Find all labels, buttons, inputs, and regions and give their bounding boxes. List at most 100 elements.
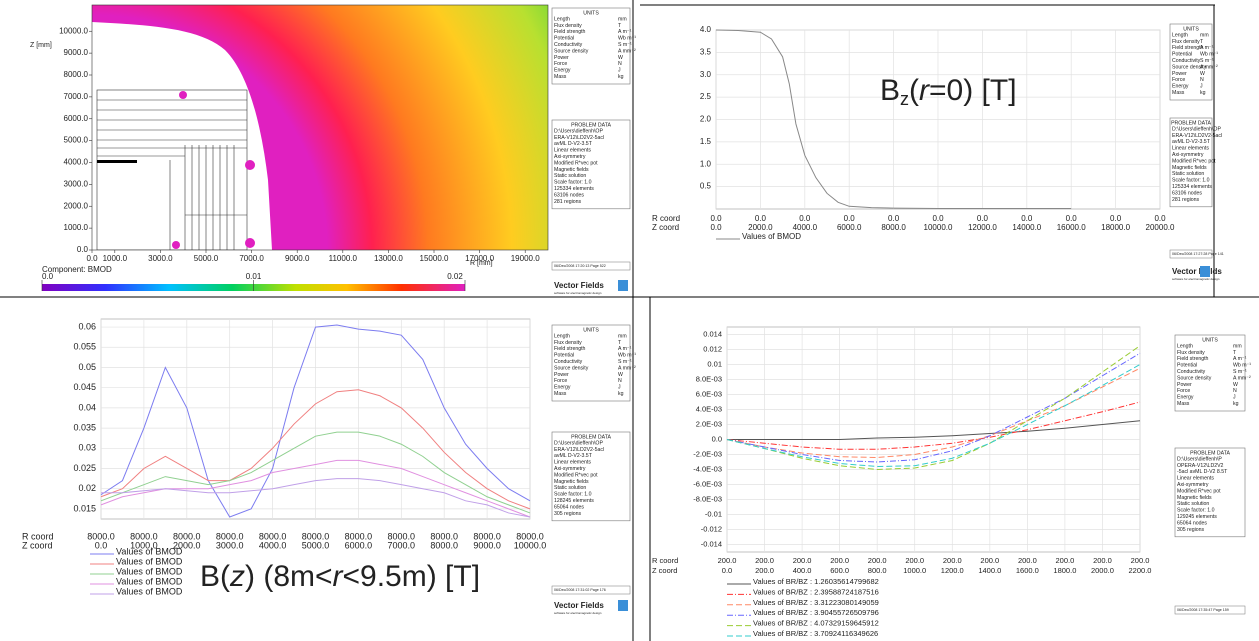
unit-name: Length bbox=[1172, 32, 1188, 38]
r-coord-label: 0.0 bbox=[977, 214, 989, 223]
x-tick-label: 2200.0 bbox=[1129, 566, 1152, 575]
y-tick-label: 9000.0 bbox=[64, 48, 89, 57]
x-tick-label: 4000.0 bbox=[793, 223, 818, 232]
problem-line: 65064 nodes bbox=[554, 504, 584, 510]
problem-title: PROBLEM DATA bbox=[1171, 120, 1211, 126]
y-tick-label: 0.055 bbox=[73, 342, 96, 352]
y-tick-label: 0.04 bbox=[78, 402, 96, 412]
logo-icon bbox=[618, 600, 628, 611]
logo-tagline: software for electromagnetic design bbox=[554, 291, 602, 295]
unit-name: Source density bbox=[554, 365, 589, 371]
unit-value: S m⁻¹ bbox=[1200, 58, 1214, 64]
x-tick-label: 11000.0 bbox=[329, 254, 358, 263]
problem-line: Scale factor: 1.0 bbox=[1177, 508, 1215, 514]
unit-name: Power bbox=[1177, 382, 1192, 388]
problem-line: D:\Users\dieffenh\P bbox=[1177, 456, 1222, 462]
x-tick-label: 400.0 bbox=[793, 566, 812, 575]
y-axis-label: Z [mm] bbox=[30, 42, 52, 49]
unit-value: S m⁻¹ bbox=[1233, 369, 1247, 375]
unit-name: Force bbox=[1177, 388, 1190, 394]
series-line bbox=[726, 401, 1141, 450]
unit-value: W bbox=[618, 55, 623, 61]
y-tick-label: 4.0E-03 bbox=[696, 404, 722, 413]
y-tick-label: 2000.0 bbox=[64, 201, 89, 210]
unit-name: Force bbox=[1172, 77, 1185, 83]
annotation: B(z) (8m<r<9.5m) [T] bbox=[200, 560, 480, 593]
unit-value: mm bbox=[618, 16, 627, 22]
unit-value: J bbox=[618, 385, 621, 391]
x-tick-label: 1200.0 bbox=[941, 566, 964, 575]
unit-name: Field strength bbox=[1172, 45, 1204, 51]
unit-value: S m⁻¹ bbox=[618, 359, 632, 365]
x-tick-label: 12000.0 bbox=[968, 223, 997, 232]
series-line bbox=[100, 389, 531, 510]
y-tick-label: 0.06 bbox=[78, 321, 96, 331]
y-tick-label: 1000.0 bbox=[64, 223, 89, 232]
problem-line: Static solution bbox=[554, 173, 586, 179]
unit-value: kg bbox=[618, 391, 624, 397]
x-tick-label: 6000.0 bbox=[345, 540, 373, 550]
logo-tagline: software for electromagnetic design bbox=[1172, 277, 1220, 281]
problem-line: 129245 elements bbox=[1177, 514, 1217, 520]
problem-line: OPERA-V12\LD2V2 bbox=[1177, 463, 1224, 469]
y-tick-label: -0.01 bbox=[705, 509, 722, 518]
problem-title: PROBLEM DATA bbox=[571, 122, 611, 128]
x-tick-label: 3000.0 bbox=[148, 254, 173, 263]
units-title: UNITS bbox=[1183, 26, 1199, 32]
x-tick-label: 16000.0 bbox=[1057, 223, 1086, 232]
units-title: UNITS bbox=[583, 10, 599, 16]
y-tick-label: 0.03 bbox=[78, 443, 96, 453]
units-box bbox=[551, 7, 631, 85]
footer: 06/Dec/2008 17:27:28 Page 141 bbox=[1172, 252, 1224, 256]
series-line bbox=[726, 364, 1141, 468]
r-coord-label: 8000.0 bbox=[87, 531, 115, 541]
legend-label: Values of BMOD bbox=[116, 566, 183, 576]
unit-value: S m⁻¹ bbox=[618, 42, 632, 48]
problem-line: 128245 elements bbox=[554, 498, 594, 504]
logo-icon bbox=[618, 280, 628, 291]
unit-name: Force bbox=[554, 378, 567, 384]
x-tick-label: 17000.0 bbox=[465, 254, 494, 263]
problem-line: Linear elements bbox=[554, 460, 591, 466]
colorbar-label: Component: BMOD bbox=[42, 265, 112, 274]
r-coord-label: 0.0 bbox=[1066, 214, 1078, 223]
problem-line: D:\Users\dieffenh\OP bbox=[554, 128, 603, 134]
unit-name: Potential bbox=[1177, 363, 1197, 369]
footer-box bbox=[1169, 249, 1213, 259]
logo: Vector Fields bbox=[1172, 267, 1222, 276]
x-tick-label: 600.0 bbox=[830, 566, 849, 575]
unit-name: Source density bbox=[1172, 64, 1207, 70]
unit-name: Field strength bbox=[1177, 356, 1209, 362]
unit-name: Length bbox=[554, 16, 570, 22]
legend-label: Values of BR/BZ : 3.90455726509796 bbox=[753, 608, 879, 617]
x-tick-label: 0.0 bbox=[95, 540, 108, 550]
logo-tagline: software for electromagnetic design bbox=[554, 611, 602, 615]
problem-line: Scale factor: 1.0 bbox=[1172, 178, 1210, 184]
series-line bbox=[100, 459, 531, 518]
series-line bbox=[100, 324, 531, 518]
unit-name: Conductivity bbox=[554, 42, 583, 48]
footer: 06/Dec/2008 17:31:02 Page 176 bbox=[554, 588, 606, 592]
unit-value: Wb m⁻¹ bbox=[618, 353, 636, 359]
y-tick-label: 2.5 bbox=[700, 92, 712, 101]
problem-line: Modified R*vec pot bbox=[554, 160, 598, 166]
y-tick-label: 5000.0 bbox=[64, 136, 89, 145]
unit-value: N bbox=[618, 378, 622, 384]
x-tick-label: 15000.0 bbox=[420, 254, 449, 263]
y-tick-label: 0.012 bbox=[703, 344, 722, 353]
problem-line: Axi-symmetry bbox=[554, 466, 586, 472]
x-tick-label: 5000.0 bbox=[302, 540, 330, 550]
annotation-part: r bbox=[333, 560, 344, 593]
problem-box bbox=[551, 119, 631, 210]
unit-value: A mm⁻² bbox=[618, 48, 636, 54]
unit-name: Flux density bbox=[1172, 39, 1200, 45]
problem-line: Modified R*vec pot bbox=[554, 472, 598, 478]
problem-line: Magnetic fields bbox=[554, 479, 589, 485]
unit-value: T bbox=[618, 23, 622, 29]
y-tick-label: 0.015 bbox=[73, 503, 96, 513]
problem-line: D:\Users\dieffenh\OP bbox=[554, 440, 603, 446]
problem-line: Static solution bbox=[1177, 501, 1209, 507]
x-tick-label: 8000.0 bbox=[881, 223, 906, 232]
unit-name: Potential bbox=[554, 36, 574, 42]
